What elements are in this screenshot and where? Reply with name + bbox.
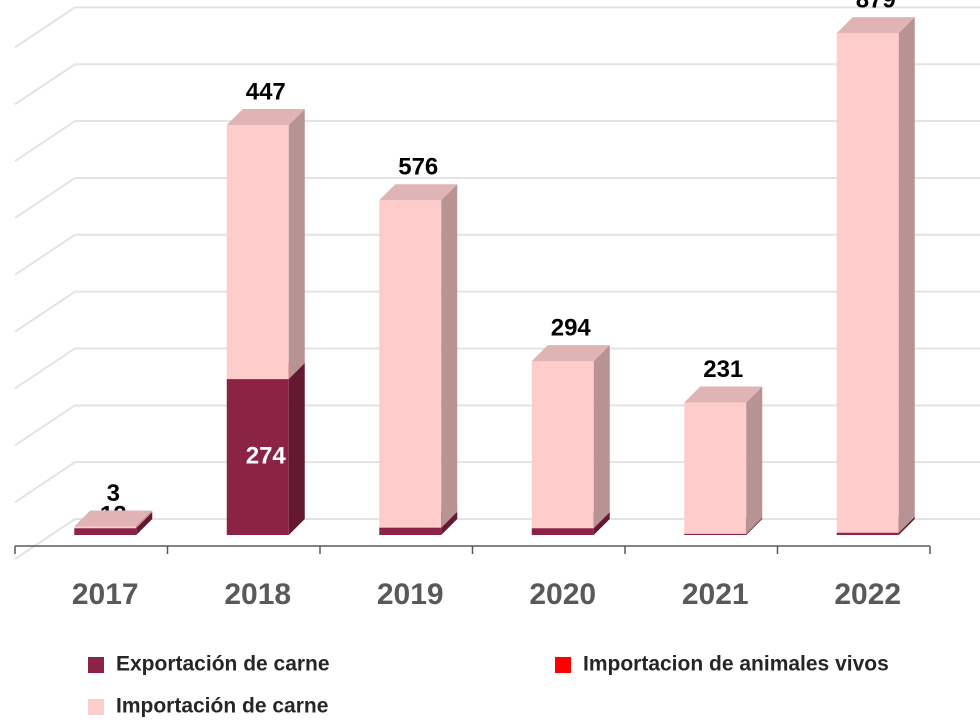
x-tick-label: 2017 [72, 578, 139, 611]
bar-top [531, 345, 610, 362]
bar-side [593, 345, 610, 529]
bar-front [684, 533, 747, 535]
x-tick-label: 2021 [682, 578, 749, 611]
grid-line [14, 347, 980, 390]
grid-line [14, 461, 980, 503]
grid-line [14, 6, 980, 49]
grid-line [14, 120, 980, 162]
legend-swatch [555, 657, 571, 673]
bar-segment [74, 510, 153, 529]
grid-line [14, 518, 980, 560]
x-tick-label: 2019 [377, 578, 444, 611]
bar-side [441, 511, 458, 535]
data-label: 3 [107, 480, 120, 507]
bar-side [746, 386, 763, 534]
bar-segment [226, 108, 305, 380]
bar-top [74, 510, 153, 527]
grid-line [14, 176, 980, 219]
bar-side [746, 517, 763, 535]
x-tick-label: 2022 [834, 578, 901, 611]
bar-segment [379, 184, 458, 528]
bar-front [74, 528, 137, 535]
data-label: 274 [246, 442, 287, 469]
bar-front [531, 361, 594, 529]
bar-segment [836, 17, 915, 533]
bar-side [288, 363, 305, 380]
bar-top [684, 386, 763, 403]
grid-line [14, 404, 980, 447]
bar-top [379, 184, 458, 201]
bar-side [441, 184, 458, 528]
bar-side [288, 108, 305, 380]
bar-top [226, 108, 305, 125]
bar-front [379, 200, 442, 528]
x-tick-label: 2018 [224, 578, 291, 611]
bar-front [226, 379, 289, 535]
grid-line [14, 63, 980, 106]
bar-segment [531, 345, 610, 529]
data-label: 447 [246, 78, 286, 105]
bar-side [593, 512, 610, 535]
bar-top [836, 17, 915, 34]
legend-label: Importación de carne [116, 695, 328, 718]
bar-front [74, 526, 137, 529]
legend-label: Exportación de carne [116, 653, 330, 676]
legend-swatch [88, 657, 104, 673]
bar-front [531, 528, 594, 535]
data-label: 576 [398, 154, 438, 181]
bar-side [288, 363, 305, 535]
x-tick-label: 2020 [529, 578, 596, 611]
grid-line [14, 233, 980, 276]
bar-front [836, 532, 899, 535]
bar-front [836, 33, 899, 533]
bars: 1232740.4447135761229422314879 [74, 0, 915, 535]
bar-side [136, 512, 153, 535]
bar-side [898, 17, 915, 533]
legend-label: Importacion de animales vivos [583, 653, 889, 676]
data-label: 231 [703, 356, 743, 383]
data-label: 879 [856, 0, 896, 13]
bar-side [136, 510, 153, 529]
bar-segment [684, 386, 763, 534]
bar-front [684, 402, 747, 534]
bar-front [226, 124, 289, 380]
data-label: 294 [551, 314, 592, 341]
grid [14, 6, 980, 560]
grid-line [14, 290, 980, 333]
legend-swatch [88, 699, 104, 715]
bar-front [379, 527, 442, 535]
bar-side [898, 516, 915, 535]
